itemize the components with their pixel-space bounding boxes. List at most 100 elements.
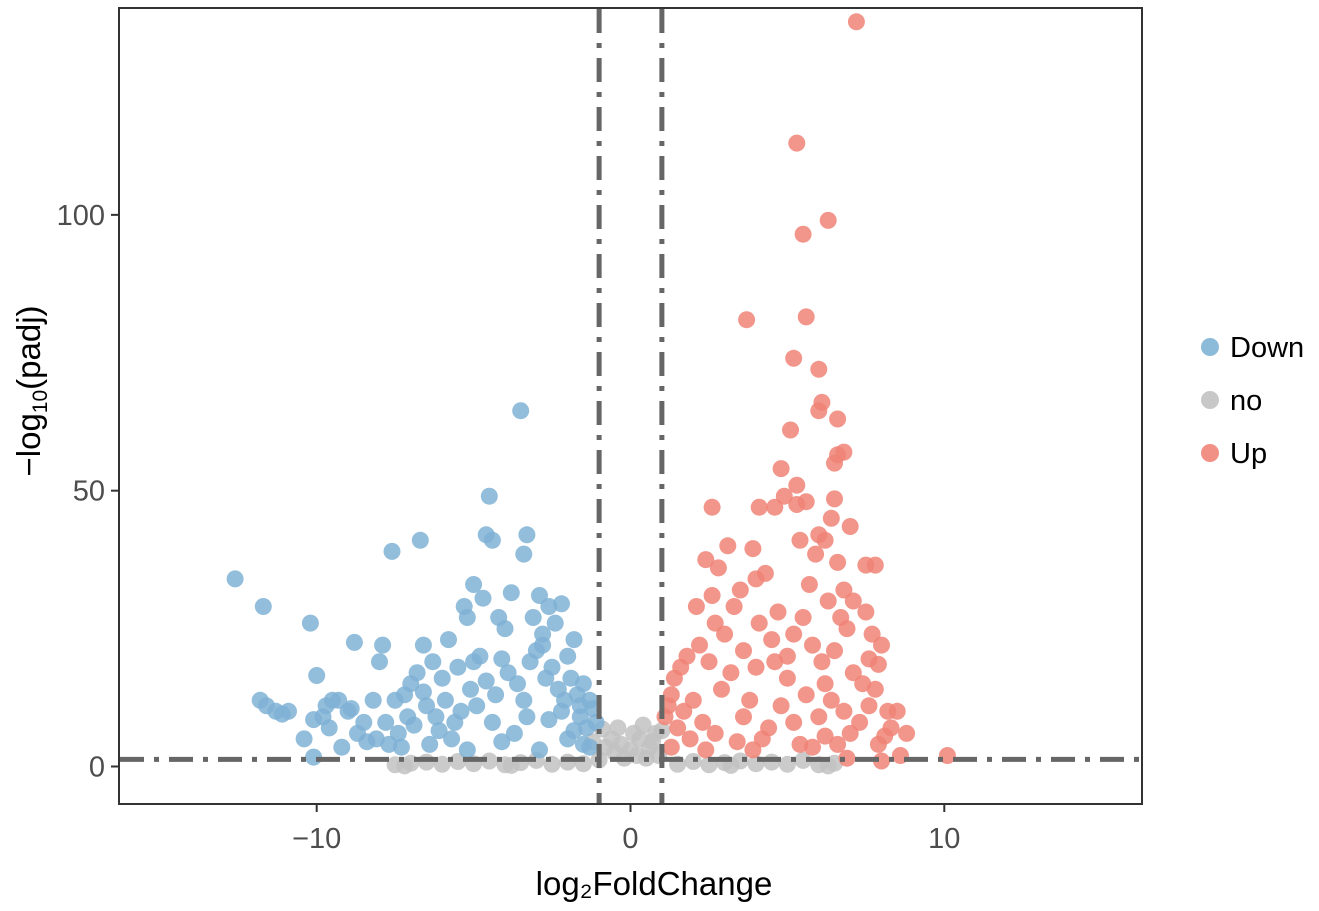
point-down <box>480 487 498 505</box>
point-no <box>634 716 652 734</box>
point-down <box>458 609 476 626</box>
point-down <box>581 738 599 756</box>
point-down <box>565 631 583 649</box>
point-up <box>741 691 759 709</box>
point-down <box>301 614 319 632</box>
points-layer <box>226 13 956 775</box>
point-up <box>750 614 768 632</box>
point-up <box>791 531 809 549</box>
point-down <box>462 680 479 698</box>
point-up <box>829 553 847 571</box>
point-down <box>443 730 461 748</box>
point-down <box>509 675 526 693</box>
y-tick-label: 100 <box>57 200 105 232</box>
point-up <box>873 752 890 770</box>
point-down <box>493 650 511 668</box>
point-up <box>804 738 821 756</box>
point-up <box>675 702 693 720</box>
point-up <box>731 581 749 599</box>
y-axis-title-prefix: −log <box>10 413 47 476</box>
point-up <box>772 460 790 478</box>
point-up <box>709 559 727 577</box>
point-up <box>778 647 796 665</box>
point-up <box>687 598 705 615</box>
point-up <box>766 498 784 516</box>
point-up <box>725 598 743 615</box>
point-up <box>735 642 752 660</box>
point-down <box>540 711 558 729</box>
point-down <box>465 576 483 593</box>
point-no <box>559 753 577 771</box>
point-down <box>565 722 583 740</box>
point-up <box>713 680 730 698</box>
point-up <box>826 454 843 472</box>
point-up <box>847 13 865 31</box>
point-down <box>512 402 530 420</box>
x-tick-label: −10 <box>292 823 341 855</box>
point-up <box>785 713 803 731</box>
point-up <box>728 733 746 751</box>
point-up <box>785 349 803 367</box>
point-up <box>747 570 765 588</box>
point-down <box>483 713 501 731</box>
point-up <box>826 642 843 660</box>
point-down <box>502 584 520 602</box>
legend-label: no <box>1230 385 1262 417</box>
series-down <box>226 402 605 766</box>
point-up <box>819 592 837 610</box>
point-up <box>744 741 762 759</box>
point-up <box>738 311 756 329</box>
point-up <box>772 697 790 715</box>
point-up <box>869 735 887 753</box>
point-up <box>810 708 828 726</box>
legend-item-up: Up <box>1201 438 1267 470</box>
point-up <box>866 556 884 574</box>
point-up <box>797 308 815 326</box>
point-down <box>383 542 401 560</box>
point-up <box>697 741 715 759</box>
point-up <box>873 636 890 654</box>
point-no <box>396 757 414 775</box>
point-down <box>364 691 382 709</box>
point-down <box>474 589 492 607</box>
point-down <box>487 686 505 704</box>
point-down <box>458 741 476 759</box>
point-down <box>226 570 244 588</box>
point-up <box>703 587 721 604</box>
legend-key <box>1201 338 1219 356</box>
point-down <box>392 738 410 756</box>
legend-label: Up <box>1230 438 1267 470</box>
point-down <box>518 526 536 544</box>
point-up <box>788 134 806 152</box>
point-down <box>449 658 467 676</box>
point-no <box>480 752 498 770</box>
legend-key <box>1201 391 1219 409</box>
point-down <box>468 697 486 715</box>
point-down <box>559 647 577 665</box>
point-no <box>609 719 627 737</box>
point-up <box>807 545 825 563</box>
point-down <box>483 531 501 549</box>
y-axis: 0 50 100 <box>57 200 119 783</box>
point-up <box>857 603 875 621</box>
point-up <box>800 576 818 593</box>
point-up <box>788 496 806 513</box>
point-down <box>295 730 313 748</box>
legend-item-no: no <box>1201 385 1262 417</box>
point-up <box>841 724 859 742</box>
x-axis-title: log₂FoldChange <box>536 865 773 902</box>
point-down <box>553 595 570 613</box>
point-up <box>810 360 828 378</box>
point-up <box>763 631 781 649</box>
point-up <box>669 719 687 737</box>
series-up <box>656 13 956 770</box>
point-up <box>750 498 768 516</box>
point-up <box>788 476 806 494</box>
point-down <box>408 664 426 682</box>
point-up <box>722 664 740 682</box>
point-down <box>534 636 552 654</box>
point-down <box>543 658 561 676</box>
point-down <box>308 667 326 684</box>
point-up <box>778 669 796 687</box>
